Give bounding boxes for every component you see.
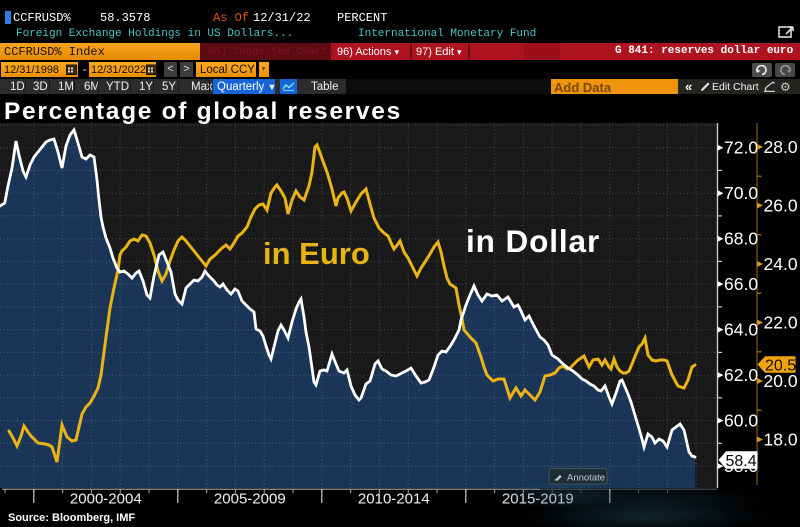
svg-text:66.0: 66.0 (724, 274, 758, 294)
svg-text:20.5: 20.5 (765, 358, 796, 375)
svg-text:58.4: 58.4 (726, 453, 757, 470)
svg-text:60.0: 60.0 (724, 411, 758, 431)
svg-text:70.0: 70.0 (724, 183, 758, 203)
svg-text:62.0: 62.0 (724, 365, 758, 385)
svg-text:18.0: 18.0 (764, 430, 798, 450)
svg-text:in Euro: in Euro (263, 236, 370, 271)
svg-text:2010-2014: 2010-2014 (358, 491, 430, 508)
svg-text:68.0: 68.0 (724, 229, 758, 249)
svg-text:28.0: 28.0 (764, 137, 798, 157)
svg-text:26.0: 26.0 (764, 196, 798, 216)
svg-text:Annotate: Annotate (567, 473, 605, 484)
svg-text:20.0: 20.0 (764, 371, 798, 391)
svg-text:64.0: 64.0 (724, 320, 758, 340)
svg-text:22.0: 22.0 (764, 313, 798, 333)
svg-text:2005-2009: 2005-2009 (214, 491, 286, 508)
svg-text:24.0: 24.0 (764, 254, 798, 274)
svg-text:72.0: 72.0 (724, 138, 758, 158)
svg-text:Source: Bloomberg, IMF: Source: Bloomberg, IMF (8, 512, 135, 524)
svg-text:in Dollar: in Dollar (466, 223, 600, 259)
svg-text:2000-2004: 2000-2004 (70, 491, 142, 508)
